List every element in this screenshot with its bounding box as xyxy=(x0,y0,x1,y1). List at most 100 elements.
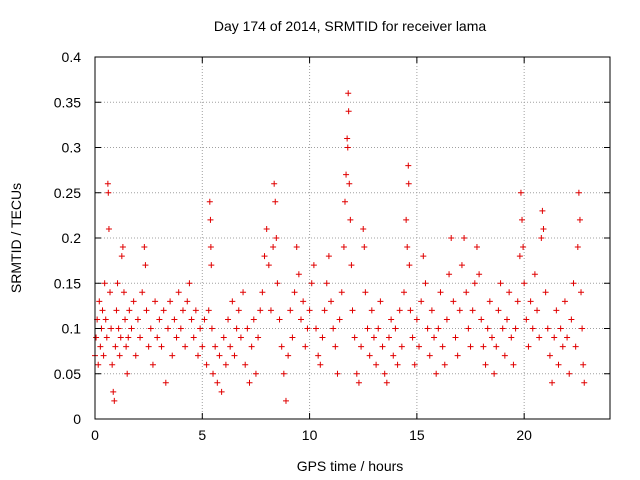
data-point xyxy=(482,361,489,368)
data-point xyxy=(375,325,382,332)
data-point xyxy=(364,325,371,332)
data-point xyxy=(355,379,362,386)
x-tick-label: 5 xyxy=(198,427,206,443)
data-point xyxy=(426,352,433,359)
data-point xyxy=(340,244,347,251)
data-point xyxy=(263,225,270,232)
data-point xyxy=(186,280,193,287)
data-point xyxy=(252,370,259,377)
data-point xyxy=(302,343,309,350)
data-point xyxy=(544,325,551,332)
data-point xyxy=(207,244,214,251)
data-point xyxy=(379,343,386,350)
data-point xyxy=(310,262,317,269)
data-point xyxy=(95,361,102,368)
data-point xyxy=(471,280,478,287)
data-point xyxy=(104,180,111,187)
data-point xyxy=(373,361,380,368)
data-point xyxy=(315,352,322,359)
data-point xyxy=(398,343,405,350)
data-point xyxy=(291,289,298,296)
data-point xyxy=(184,298,191,305)
data-point xyxy=(240,289,247,296)
data-point xyxy=(330,325,337,332)
data-point xyxy=(96,298,103,305)
data-point xyxy=(418,298,425,305)
data-point xyxy=(346,180,353,187)
data-point xyxy=(575,189,582,196)
data-point xyxy=(119,244,126,251)
y-tick-label: 0.35 xyxy=(54,94,81,110)
data-point xyxy=(443,316,450,323)
data-point xyxy=(403,216,410,223)
data-point xyxy=(107,289,114,296)
data-point xyxy=(435,325,442,332)
data-point xyxy=(323,280,330,287)
data-point xyxy=(555,361,562,368)
data-point xyxy=(298,316,304,323)
data-point xyxy=(377,298,384,305)
data-point xyxy=(216,352,223,359)
data-point xyxy=(446,271,453,278)
data-point xyxy=(557,325,564,332)
data-point xyxy=(102,316,109,323)
data-point xyxy=(407,307,414,314)
data-point xyxy=(110,388,117,395)
data-point xyxy=(112,343,119,350)
x-tick-label: 20 xyxy=(516,427,532,443)
data-point xyxy=(416,343,423,350)
data-point xyxy=(504,316,510,323)
data-point xyxy=(450,298,457,305)
data-point xyxy=(123,343,130,350)
data-point xyxy=(568,316,575,323)
data-point xyxy=(424,325,431,332)
data-point xyxy=(114,280,121,287)
data-point xyxy=(564,334,571,341)
data-point xyxy=(536,334,543,341)
data-point xyxy=(349,307,356,314)
data-point xyxy=(246,379,253,386)
data-point xyxy=(396,307,403,314)
data-point xyxy=(441,361,448,368)
data-point xyxy=(361,244,368,251)
data-point xyxy=(574,244,581,251)
data-point xyxy=(499,325,506,332)
data-point xyxy=(551,334,558,341)
data-point xyxy=(300,298,307,305)
data-point xyxy=(255,334,262,341)
data-point xyxy=(304,325,311,332)
data-point xyxy=(461,235,468,241)
data-point xyxy=(117,334,124,341)
data-point xyxy=(345,108,352,115)
data-point xyxy=(452,334,459,341)
data-point xyxy=(546,352,553,359)
data-point xyxy=(463,289,470,296)
data-point xyxy=(525,343,532,350)
data-point xyxy=(476,271,483,278)
data-point xyxy=(553,307,560,314)
data-point xyxy=(454,352,461,359)
data-point xyxy=(208,262,215,269)
data-point xyxy=(167,298,174,305)
data-point xyxy=(257,307,264,314)
data-point xyxy=(358,343,365,350)
data-points xyxy=(92,90,588,404)
data-point xyxy=(210,370,217,377)
data-point xyxy=(203,361,210,368)
data-point xyxy=(439,343,446,350)
data-point xyxy=(580,361,587,368)
data-point xyxy=(422,280,429,287)
data-point xyxy=(175,289,182,296)
data-point xyxy=(351,334,358,341)
data-point xyxy=(383,379,390,386)
data-point xyxy=(142,262,149,269)
data-point xyxy=(126,307,133,314)
grid-layer xyxy=(95,57,610,419)
data-point xyxy=(411,361,418,368)
data-point xyxy=(306,307,313,314)
data-point xyxy=(325,253,332,260)
data-point xyxy=(478,316,485,323)
data-point xyxy=(486,298,493,305)
data-point xyxy=(145,343,152,350)
data-point xyxy=(195,352,201,359)
